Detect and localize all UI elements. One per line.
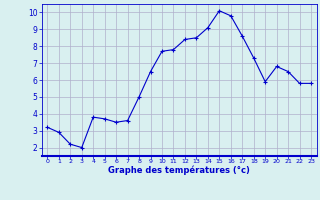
X-axis label: Graphe des températures (°c): Graphe des températures (°c)	[108, 166, 250, 175]
